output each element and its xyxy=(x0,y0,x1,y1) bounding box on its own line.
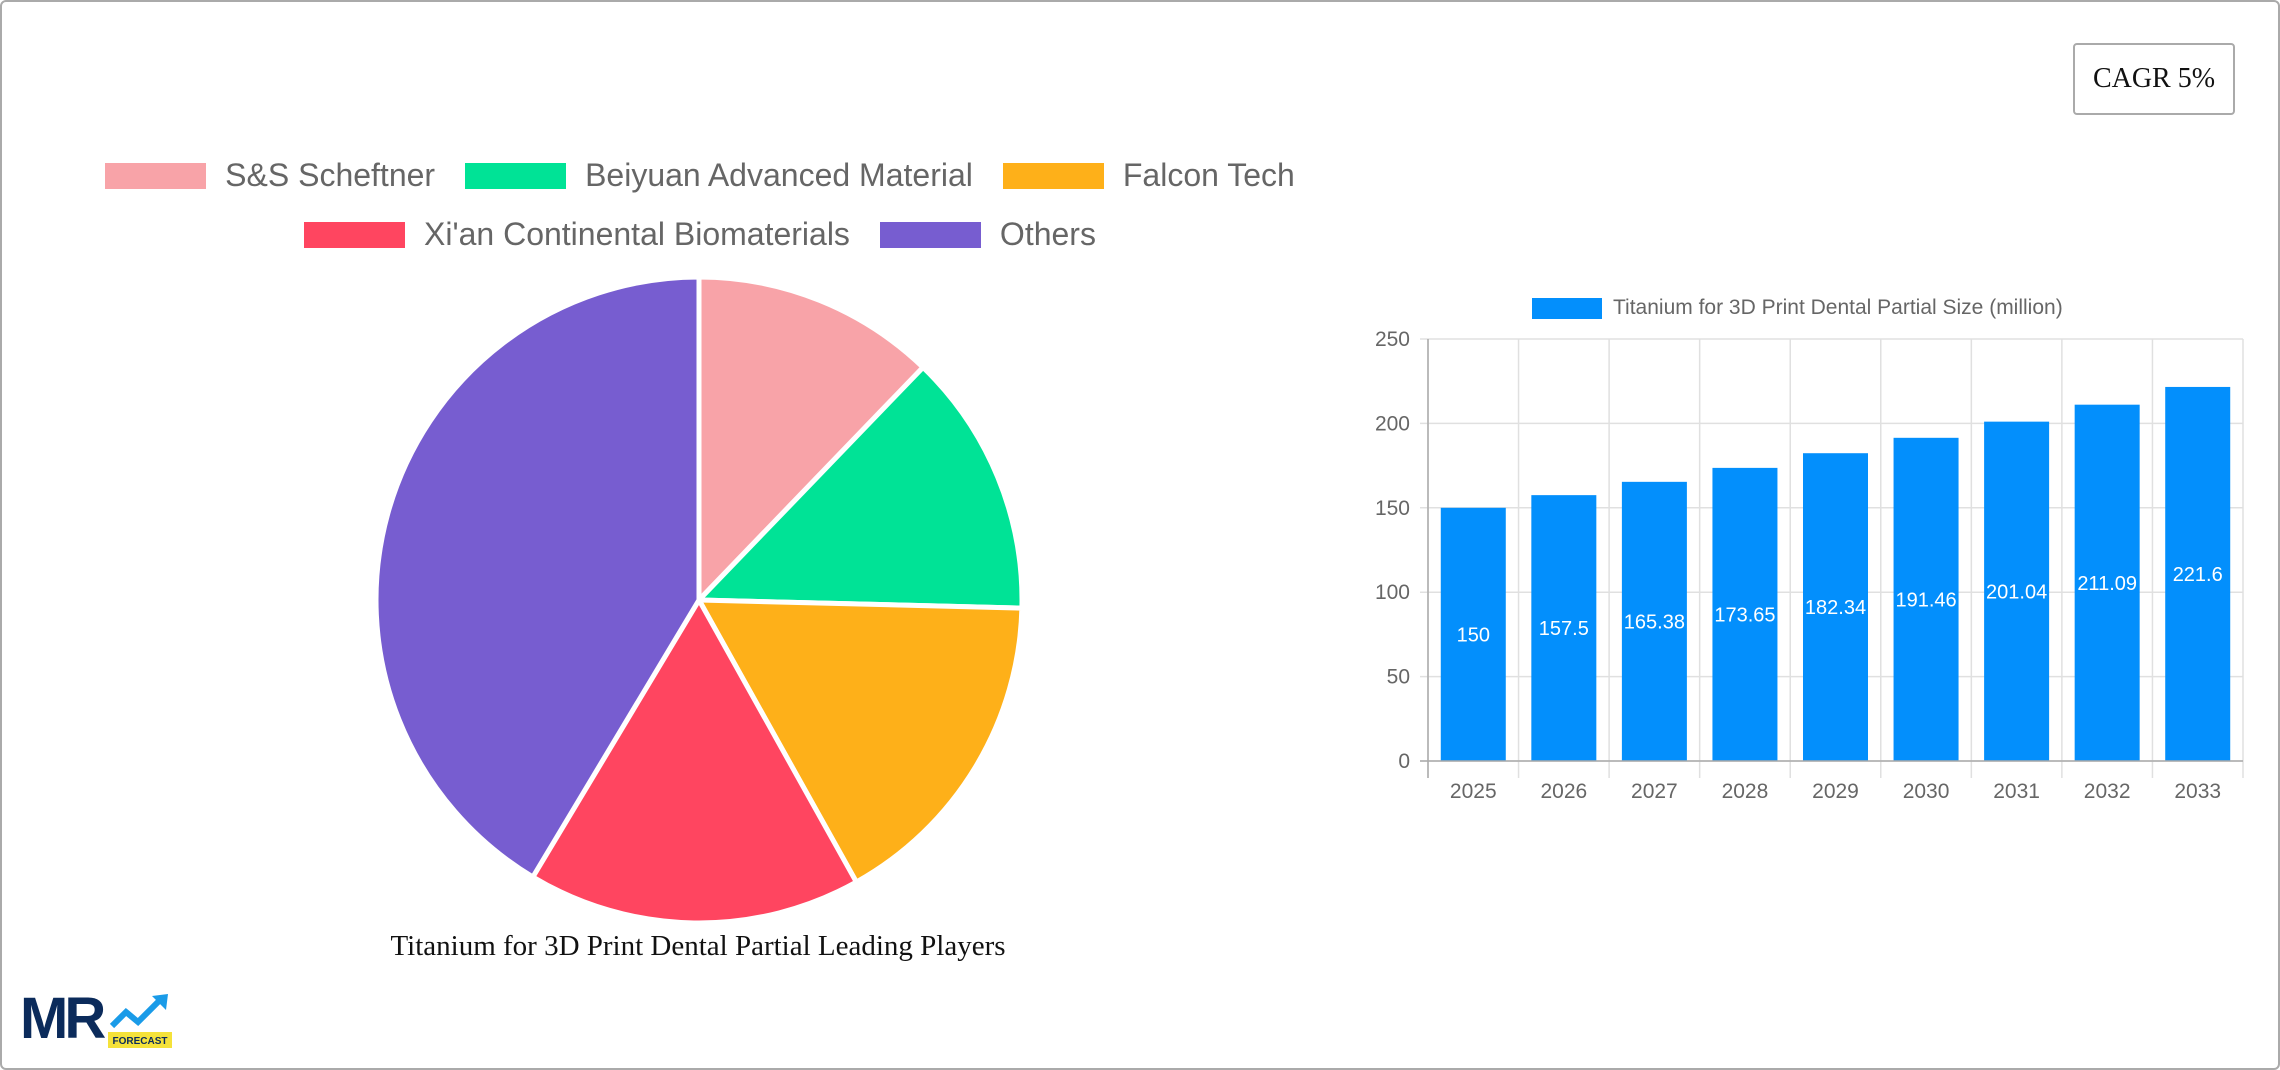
legend-item-others[interactable]: Others xyxy=(879,216,1096,253)
bar-legend[interactable]: Titanium for 3D Print Dental Partial Siz… xyxy=(1532,296,2063,320)
pie-slice[interactable] xyxy=(694,597,1025,886)
legend-label: S&S Scheftner xyxy=(225,157,436,193)
trend-arrow-icon xyxy=(109,997,163,1029)
x-tick-label: 2025 xyxy=(1450,780,1497,803)
pie-chart-title: Titanium for 3D Print Dental Partial Lea… xyxy=(390,930,1006,962)
bar[interactable] xyxy=(1621,481,1687,761)
bar-value-label: 221.6 xyxy=(2173,564,2223,586)
svg-text:100: 100 xyxy=(1375,581,1410,604)
legend-label: Others xyxy=(999,216,1096,252)
bar-value-label: 191.46 xyxy=(1895,589,1956,611)
svg-text:0: 0 xyxy=(1398,750,1410,773)
legend-label: Beiyuan Advanced Material xyxy=(585,157,973,193)
legend-item-ss-scheftner[interactable]: S&S Scheftner xyxy=(105,157,435,194)
legend-item-beiyuan[interactable]: Beiyuan Advanced Material xyxy=(465,157,973,194)
x-tick-label: 2033 xyxy=(2174,780,2221,803)
bar[interactable] xyxy=(2165,386,2231,761)
svg-text:50: 50 xyxy=(1387,666,1410,689)
legend-swatch xyxy=(1532,297,1602,319)
arrow-head-icon xyxy=(152,994,168,1010)
legend-label: Titanium for 3D Print Dental Partial Siz… xyxy=(1613,296,2063,319)
legend-swatch xyxy=(1002,162,1104,189)
pie-slice[interactable] xyxy=(529,595,860,926)
pie-legend-row-2: Xi'an Continental Biomaterials Others xyxy=(0,216,1400,253)
bar[interactable] xyxy=(1803,453,1868,761)
bar-value-label: 150 xyxy=(1457,624,1490,646)
legend-swatch xyxy=(465,162,567,189)
bar[interactable] xyxy=(1893,437,1959,761)
x-tick-label: 2030 xyxy=(1903,780,1950,803)
pie-legend-row-1: S&S Scheftner Beiyuan Advanced Material … xyxy=(0,157,1400,194)
legend-item-xian[interactable]: Xi'an Continental Biomaterials xyxy=(304,216,850,253)
pie-slice[interactable] xyxy=(696,274,927,607)
legend-swatch xyxy=(304,221,406,248)
x-tick-label: 2028 xyxy=(1722,780,1769,803)
bar[interactable] xyxy=(1531,495,1597,761)
legend-swatch xyxy=(879,221,981,248)
legend-label: Xi'an Continental Biomaterials xyxy=(424,216,850,252)
logo-text: MR xyxy=(20,990,105,1050)
svg-text:250: 250 xyxy=(1375,328,1410,351)
pie-chart xyxy=(373,274,1025,926)
bar-value-label: 182.34 xyxy=(1805,597,1866,619)
x-tick-label: 2027 xyxy=(1631,780,1678,803)
bar-value-label: 173.65 xyxy=(1714,604,1775,626)
x-tick-label: 2031 xyxy=(1993,780,2040,803)
pie-slice[interactable] xyxy=(693,363,1025,611)
bar[interactable] xyxy=(1440,507,1506,761)
bar-value-label: 211.09 xyxy=(2077,573,2137,595)
svg-text:150: 150 xyxy=(1375,497,1410,520)
cagr-badge: CAGR 5% xyxy=(2073,43,2235,115)
bar[interactable] xyxy=(1984,421,2050,761)
legend-swatch xyxy=(105,162,207,189)
bar[interactable] xyxy=(2074,404,2140,761)
mr-forecast-logo: MR FORECAST xyxy=(20,990,172,1050)
bar[interactable] xyxy=(1712,467,1778,761)
bar-value-label: 201.04 xyxy=(1986,581,2047,603)
legend-label: Falcon Tech xyxy=(1122,157,1295,193)
svg-text:FORECAST: FORECAST xyxy=(113,1036,168,1047)
x-tick-label: 2029 xyxy=(1812,780,1859,803)
bar-value-label: 157.5 xyxy=(1539,618,1589,640)
bar-value-label: 165.38 xyxy=(1624,611,1685,633)
svg-text:200: 200 xyxy=(1375,412,1410,435)
pie-slice[interactable] xyxy=(373,274,702,881)
x-tick-label: 2026 xyxy=(1540,780,1587,803)
legend-item-falcon-tech[interactable]: Falcon Tech xyxy=(1002,157,1295,194)
x-tick-label: 2032 xyxy=(2084,780,2131,803)
